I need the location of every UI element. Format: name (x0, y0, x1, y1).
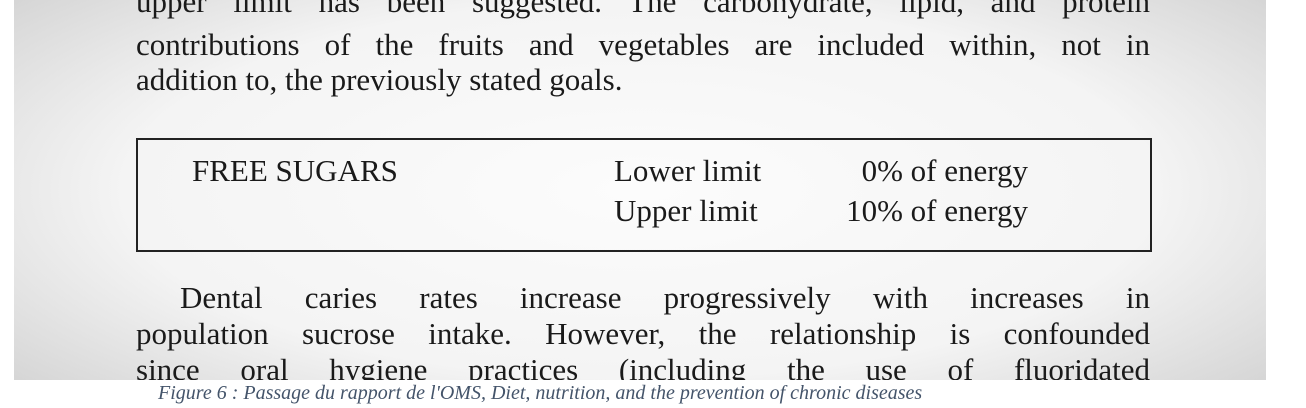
text-line: since oral hygiene practices (including … (136, 352, 1150, 380)
goal-box: FREE SUGARS Lower limit 0% of energy Upp… (136, 138, 1152, 252)
text-line: contributions of the fruits and vegetabl… (136, 27, 1150, 62)
text-line: Dental caries rates increase progressive… (180, 280, 1150, 315)
scanned-page: upper limit has been suggested. The carb… (14, 0, 1266, 380)
text-line: addition to, the previously stated goals… (136, 62, 623, 97)
limit-value: 10% of energy (846, 193, 1028, 228)
limit-label: Lower limit (614, 153, 762, 188)
box-heading: FREE SUGARS (192, 153, 398, 188)
text-line: upper limit has been suggested. The carb… (136, 0, 1150, 19)
limit-label: Upper limit (614, 193, 758, 228)
limit-value: 0% of energy (861, 153, 1028, 188)
text-line: population sucrose intake. However, the … (136, 316, 1150, 351)
caption: Figure 6 : Passage du rapport de l'OMS, … (158, 382, 923, 404)
